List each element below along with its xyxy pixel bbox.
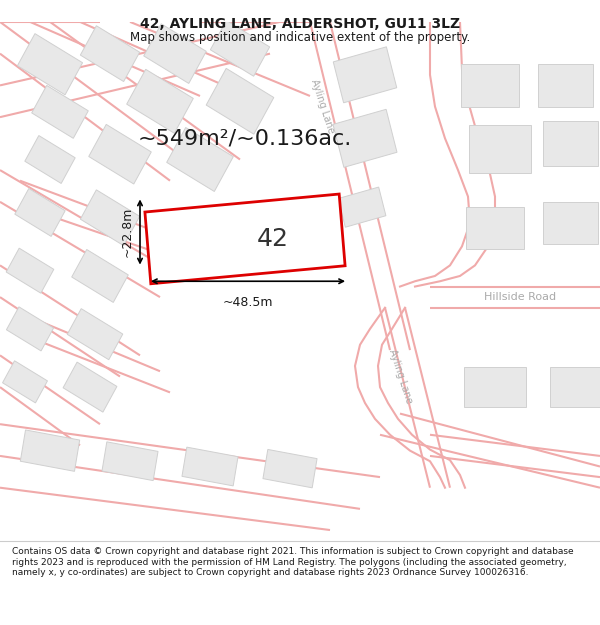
Polygon shape: [333, 109, 397, 168]
Polygon shape: [144, 24, 206, 84]
Polygon shape: [89, 124, 151, 184]
Polygon shape: [211, 21, 269, 76]
Polygon shape: [63, 362, 117, 412]
Polygon shape: [469, 125, 531, 172]
Polygon shape: [461, 64, 519, 107]
Polygon shape: [80, 26, 140, 81]
Polygon shape: [67, 309, 123, 360]
Polygon shape: [15, 189, 65, 236]
Polygon shape: [17, 34, 83, 95]
Polygon shape: [167, 127, 233, 191]
Text: Map shows position and indicative extent of the property.: Map shows position and indicative extent…: [130, 31, 470, 44]
Polygon shape: [127, 69, 193, 133]
Polygon shape: [20, 430, 80, 471]
Polygon shape: [263, 449, 317, 488]
Polygon shape: [206, 68, 274, 134]
Text: Ayling Lane: Ayling Lane: [386, 348, 413, 405]
Text: ~549m²/~0.136ac.: ~549m²/~0.136ac.: [138, 128, 352, 148]
Polygon shape: [7, 307, 53, 351]
Polygon shape: [333, 47, 397, 102]
Text: ~48.5m: ~48.5m: [223, 296, 273, 309]
Polygon shape: [338, 187, 386, 228]
Polygon shape: [550, 367, 600, 408]
Polygon shape: [6, 248, 54, 293]
Polygon shape: [464, 367, 526, 408]
Polygon shape: [72, 249, 128, 302]
Polygon shape: [538, 64, 593, 107]
Polygon shape: [145, 194, 345, 284]
Text: Ayling Lane: Ayling Lane: [308, 78, 335, 135]
Polygon shape: [542, 121, 598, 166]
Text: ~22.8m: ~22.8m: [121, 207, 134, 258]
Text: 42: 42: [257, 227, 289, 251]
Polygon shape: [25, 136, 75, 184]
Polygon shape: [2, 361, 47, 403]
Polygon shape: [182, 447, 238, 486]
Polygon shape: [80, 190, 140, 246]
Text: Contains OS data © Crown copyright and database right 2021. This information is : Contains OS data © Crown copyright and d…: [12, 548, 574, 577]
Polygon shape: [32, 86, 88, 138]
Text: 42, AYLING LANE, ALDERSHOT, GU11 3LZ: 42, AYLING LANE, ALDERSHOT, GU11 3LZ: [140, 18, 460, 31]
Text: Hillside Road: Hillside Road: [484, 292, 556, 302]
Polygon shape: [466, 207, 524, 249]
Polygon shape: [102, 442, 158, 481]
Polygon shape: [542, 202, 598, 244]
